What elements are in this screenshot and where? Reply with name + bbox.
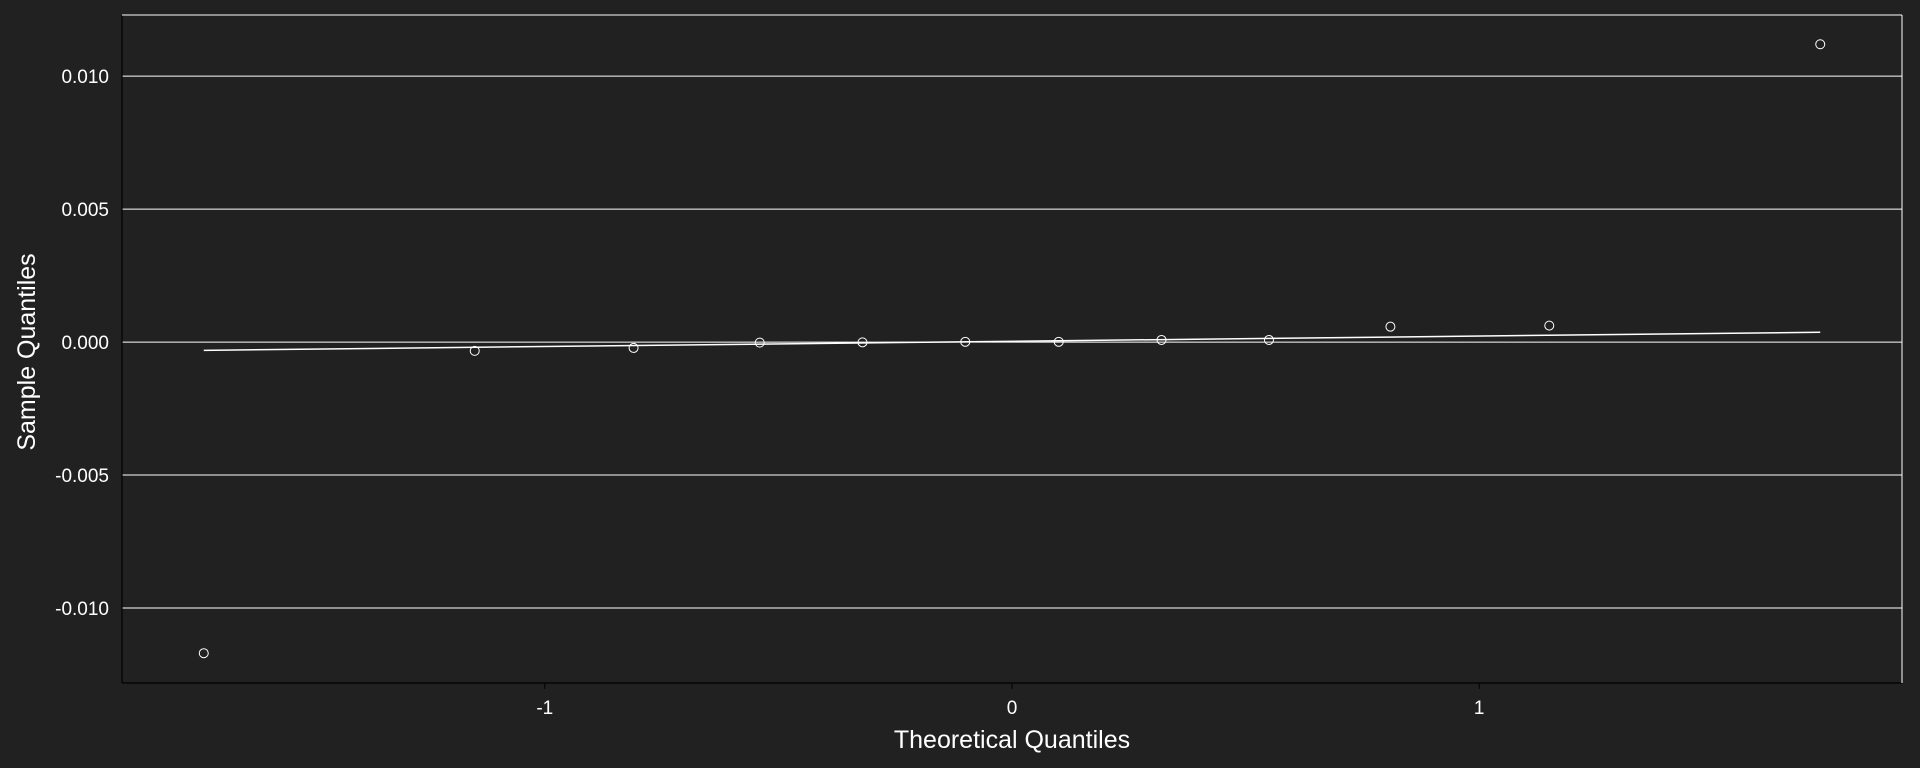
data-point — [960, 336, 971, 347]
x-tick-labels: -1 0 1 — [536, 698, 1484, 719]
data-point — [1385, 321, 1396, 332]
data-point — [628, 342, 639, 353]
data-point — [1815, 39, 1826, 50]
y-tick-label: -0.005 — [55, 466, 109, 487]
data-point — [1544, 320, 1555, 331]
reference-line — [203, 331, 1821, 352]
x-tick-label: -1 — [536, 698, 553, 719]
y-tick-label: 0.005 — [61, 200, 109, 221]
data-point — [1053, 336, 1064, 347]
plot-axes — [121, 14, 1903, 689]
data-point — [857, 337, 868, 348]
x-tick-label: 1 — [1474, 698, 1485, 719]
y-tick-labels: -0.010 -0.005 0.000 0.005 0.010 — [55, 67, 109, 620]
y-tick-label: 0.000 — [61, 333, 109, 354]
data-points — [198, 39, 1826, 659]
data-point — [198, 648, 209, 659]
data-point — [1156, 334, 1167, 345]
data-point — [754, 337, 765, 348]
y-tick-label: 0.010 — [61, 67, 109, 88]
y-tick-label: -0.010 — [55, 599, 109, 620]
y-gridlines — [122, 75, 1902, 609]
data-point — [469, 345, 480, 356]
y-axis-title: Sample Quantiles — [13, 253, 41, 450]
qq-reference-line — [203, 331, 1821, 352]
data-point — [1263, 334, 1274, 345]
x-axis-title: Theoretical Quantiles — [894, 726, 1130, 754]
x-tick-label: 0 — [1007, 698, 1018, 719]
